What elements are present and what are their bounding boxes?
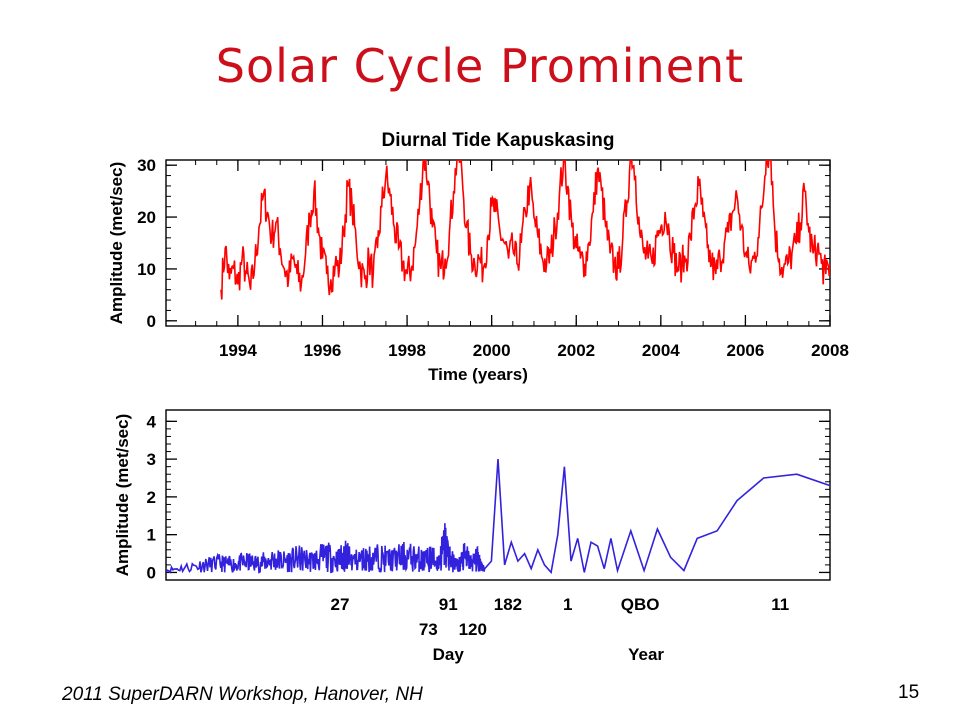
- y-axis-title: Amplitude (met/sec): [107, 162, 126, 324]
- x-tick-label: 91: [439, 595, 458, 614]
- x-tick-label: 120: [459, 620, 487, 639]
- chart-title: Diurnal Tide Kapuskasing: [382, 130, 615, 151]
- x-tick-label: 2008: [811, 341, 849, 360]
- x-tick-label: 1994: [219, 341, 257, 360]
- page-number: 15: [898, 682, 920, 703]
- x-tick-label: 1996: [304, 341, 342, 360]
- bottom-chart: 0 1 2 3 4 Amplitude (met/sec) 27 91 182 1 QBO 11 73 1…: [113, 409, 831, 664]
- x-tick-label: 11: [771, 595, 789, 614]
- x-tick-label: 182: [494, 595, 522, 614]
- x-tick-label: 73: [419, 620, 438, 639]
- y-tick-label: 1: [147, 526, 156, 545]
- plot-frame: [165, 409, 831, 581]
- y-tick-label: 2: [147, 488, 156, 507]
- x-tick-label: QBO: [621, 595, 660, 614]
- x-tick-label: 2002: [557, 341, 595, 360]
- x-axis-title-year: Year: [628, 645, 664, 664]
- y-tick-label: 20: [137, 208, 156, 227]
- plot-frame: [165, 159, 831, 327]
- y-tick-label: 4: [147, 412, 157, 431]
- y-tick-label: 3: [147, 450, 156, 469]
- y-tick-label: 30: [137, 156, 156, 175]
- x-axis-title-day: Day: [433, 645, 465, 664]
- series-line: [166, 459, 830, 575]
- top-chart: Diurnal Tide Kapuskasing 0 10 20 30 1994 1996 1…: [107, 130, 849, 384]
- x-tick-label: 2000: [473, 341, 511, 360]
- footer-text: 2011 SuperDARN Workshop, Hanover, NH: [62, 684, 423, 705]
- y-tick-label: 0: [147, 312, 156, 331]
- x-tick-label: 2004: [642, 341, 680, 360]
- x-tick-label: 2006: [726, 341, 764, 360]
- x-axis-title: Time (years): [428, 365, 528, 384]
- y-axis-title: Amplitude (met/sec): [113, 414, 132, 576]
- x-tick-label: 27: [331, 595, 350, 614]
- y-tick-label: 0: [147, 563, 156, 582]
- x-tick-label: 1998: [388, 341, 426, 360]
- slide-title: Solar Cycle Prominent: [215, 39, 745, 93]
- series-line: [220, 160, 830, 300]
- y-tick-label: 10: [137, 260, 156, 279]
- x-tick-label: 1: [563, 595, 572, 614]
